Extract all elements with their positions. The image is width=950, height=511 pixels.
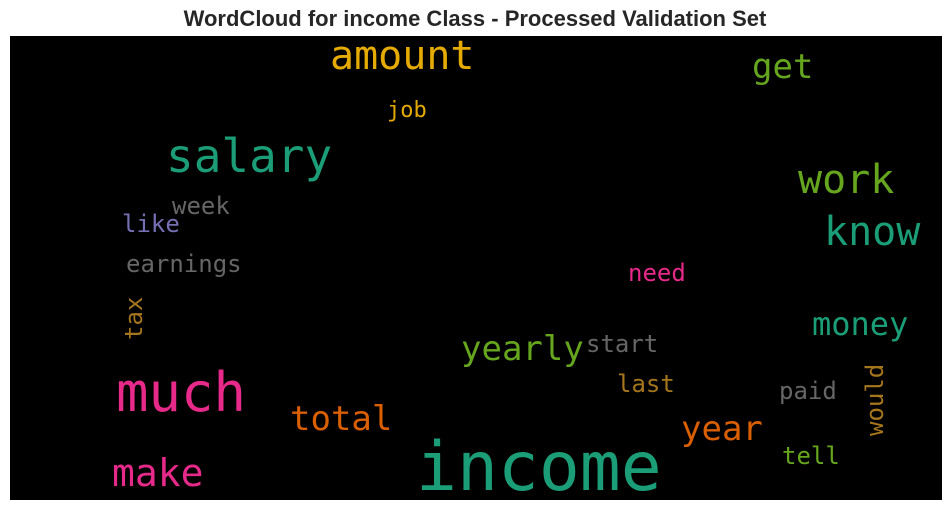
word-need: need: [628, 259, 686, 287]
word-would: would: [861, 363, 889, 436]
word-tax: tax: [120, 296, 148, 340]
word-amount: amount: [330, 36, 475, 79]
word-money: money: [812, 305, 909, 343]
word-start: start: [586, 330, 659, 358]
word-get: get: [752, 47, 814, 87]
word-yearly: yearly: [461, 329, 584, 369]
word-paid: paid: [779, 377, 837, 405]
word-work: work: [798, 157, 895, 203]
word-year: year: [681, 409, 763, 449]
word-last: last: [617, 370, 675, 398]
word-week: week: [172, 192, 230, 220]
wordcloud-canvas: income much salary amount work know make…: [10, 36, 942, 500]
word-total: total: [290, 399, 393, 439]
word-tell: tell: [782, 442, 840, 470]
word-salary: salary: [166, 129, 333, 183]
word-income: income: [416, 428, 662, 501]
word-job: job: [387, 98, 427, 123]
word-much: much: [116, 361, 247, 424]
word-know: know: [824, 209, 921, 255]
word-make: make: [112, 451, 204, 495]
word-like: like: [122, 210, 180, 238]
chart-title: WordCloud for income Class - Processed V…: [183, 6, 767, 31]
word-earnings: earnings: [126, 250, 242, 278]
